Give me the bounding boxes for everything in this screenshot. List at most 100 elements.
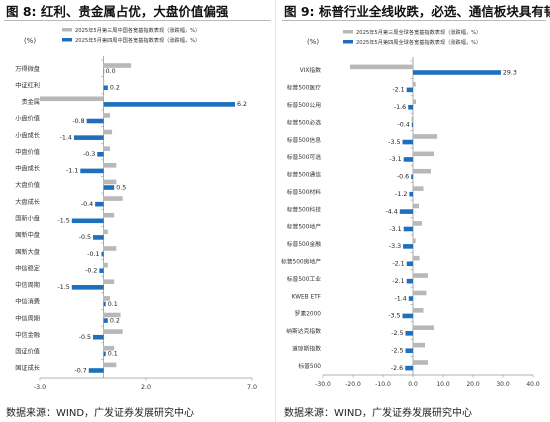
fig9-x-tick-label-1: -20.0	[345, 381, 361, 388]
fig8-category-label-7: 大盘价值	[15, 181, 40, 189]
fig9-data-label-14: -3.5	[388, 313, 400, 320]
fig8-bar-s0-16	[103, 329, 123, 334]
fig8-bar-s1-15	[103, 318, 108, 323]
fig8-category-label-6: 中盘成长	[15, 165, 40, 173]
fig8-category-label-9: 国新小盘	[15, 215, 40, 223]
figure-8-title-text: 红利、贵金属占优，大盘价值偏强	[40, 4, 229, 19]
fig9-bar-s1-6	[411, 174, 413, 180]
fig8-bar-s1-11	[101, 251, 104, 257]
fig9-category-label-3: 标普500必选	[287, 118, 321, 126]
fig8-bar-s1-4	[73, 135, 104, 140]
fig8-bar-s0-12	[103, 262, 108, 268]
fig9-legend-text-1: 2025年5月第四周全球各宽基指数表现（涨跌幅，%）	[356, 38, 481, 46]
fig9-category-label-6: 标普500通信	[287, 171, 321, 179]
fig9-bar-s1-10	[403, 244, 413, 249]
fig9-bar-s1-15	[405, 331, 413, 336]
fig8-bar-s0-6	[103, 163, 117, 168]
fig9-data-label-7: -1.2	[395, 191, 407, 198]
fig8-category-label-1: 中证红利	[15, 81, 40, 89]
fig9-bar-s0-13	[413, 290, 427, 296]
fig9-data-label-13: -1.4	[395, 295, 407, 302]
fig9-unit-label: (%)	[307, 38, 319, 46]
fig8-bar-s1-17	[103, 351, 106, 357]
fig9-category-label-4: 标普500信息	[287, 136, 321, 144]
fig8-unit-label: (%)	[24, 37, 36, 45]
figure-9-panel: 图 9: 标普行业全线收跌，必选、通信板块具有韧性 (%) 2025年5月第三周全…	[278, 0, 550, 422]
fig9-category-label-13: KWEB ETF	[292, 294, 321, 300]
fig9-bar-s1-0	[413, 70, 501, 75]
fig8-bar-s0-11	[103, 246, 117, 251]
fig9-data-label-8: -4.4	[386, 208, 398, 215]
fig8-category-label-0: 万得微盘	[15, 65, 40, 73]
fig8-data-label-2: 6.2	[237, 101, 247, 108]
fig8-bar-s1-10	[93, 235, 104, 240]
fig9-bar-s0-11	[413, 255, 420, 261]
fig9-bar-s0-9	[413, 221, 422, 226]
fig8-legend-text-0: 2025年5月第三周中国各宽基指数表现（涨跌幅，%）	[75, 26, 200, 34]
fig8-category-label-2: 贵金属	[21, 98, 40, 106]
fig9-bar-s1-3	[411, 122, 413, 127]
fig9-category-label-12: 标普500工业	[287, 275, 321, 283]
fig8-data-label-15: 0.2	[110, 317, 120, 324]
fig8-data-label-6: -1.1	[66, 168, 78, 175]
fig9-data-label-4: -3.5	[388, 139, 400, 146]
fig9-category-label-7: 标普500材料	[287, 188, 321, 196]
fig8-bar-s0-4	[103, 129, 113, 135]
fig9-bar-s0-0	[350, 64, 413, 70]
fig9-x-tick-label-7: 40.0	[526, 381, 540, 388]
fig8-bar-s1-6	[80, 168, 104, 174]
fig8-category-label-17: 国证价值	[15, 348, 40, 356]
fig8-x-tick-label-2: 7.0	[247, 384, 257, 391]
figure-9-label: 图 9:	[284, 4, 315, 19]
fig9-data-label-10: -3.3	[389, 243, 401, 250]
fig9-bar-s1-16	[405, 348, 413, 354]
fig9-category-label-16: 道琼斯指数	[292, 344, 321, 352]
fig8-category-label-16: 中信金融	[15, 331, 40, 339]
fig9-data-label-16: -2.5	[391, 348, 403, 355]
fig8-bar-s1-9	[71, 218, 104, 224]
fig8-legend-text-1: 2025年5月第四周中国各宽基指数表现（涨跌幅，%）	[75, 36, 200, 44]
figure-8-title-rule	[4, 20, 271, 21]
figure-8-label: 图 8:	[6, 4, 37, 19]
fig9-bar-s0-8	[413, 203, 419, 209]
fig9-bar-s0-17	[413, 360, 428, 365]
fig9-bar-s0-6	[413, 168, 431, 174]
fig9-bar-s1-1	[406, 87, 413, 93]
fig8-legend-swatch-0	[62, 28, 72, 32]
fig9-bar-s0-3	[411, 116, 413, 122]
fig8-bar-s0-14	[103, 296, 110, 301]
fig8-data-label-17: 0.1	[108, 351, 118, 358]
fig9-legend-swatch-0	[343, 30, 353, 34]
figure-8-source: 数据来源：WIND，广发证券发展研究中心	[6, 408, 195, 419]
fig9-category-label-2: 标普500公用	[287, 101, 321, 109]
fig8-bar-s1-18	[88, 368, 104, 373]
fig9-bar-s1-13	[408, 296, 413, 301]
fig8-data-label-16: -0.5	[79, 334, 91, 341]
fig8-bar-s1-7	[103, 185, 115, 190]
fig8-bar-s0-1	[103, 79, 105, 85]
panel-divider	[275, 0, 276, 422]
fig8-data-label-9: -1.5	[58, 218, 70, 225]
fig9-category-label-0: VIX指数	[300, 66, 321, 74]
fig9-category-label-11: 标普500房地产	[281, 257, 321, 265]
fig9-x-tick-label-6: 30.0	[496, 381, 510, 388]
fig9-category-label-5: 标普500可选	[287, 153, 321, 161]
fig9-category-label-9: 标普500地产	[287, 223, 321, 231]
fig9-category-label-17: 标普500	[298, 362, 321, 370]
fig9-data-label-3: -0.4	[398, 121, 410, 128]
fig8-data-label-7: 0.5	[116, 184, 126, 191]
fig8-bar-s1-8	[95, 201, 104, 207]
fig8-bar-s1-12	[99, 268, 104, 273]
fig8-data-label-8: -0.4	[81, 201, 93, 208]
fig8-category-label-18: 国证成长	[15, 364, 40, 372]
fig9-bar-s0-14	[413, 308, 424, 313]
fig8-bar-s0-5	[103, 146, 110, 151]
fig9-bar-s1-2	[408, 104, 413, 110]
fig9-bar-s1-12	[406, 278, 413, 284]
figure-8-title: 图 8: 红利、贵金属占优，大盘价值偏强	[6, 1, 228, 20]
fig9-data-label-15: -2.5	[391, 330, 403, 337]
figure-9-chart: (%) 2025年5月第三周全球各宽基指数表现（涨跌幅，%） 2025年5月第四周全…	[281, 28, 540, 388]
fig8-category-label-15: 中信周期	[15, 314, 40, 322]
fig9-bar-s1-7	[409, 191, 413, 197]
fig8-data-label-1: 0.2	[110, 85, 120, 92]
